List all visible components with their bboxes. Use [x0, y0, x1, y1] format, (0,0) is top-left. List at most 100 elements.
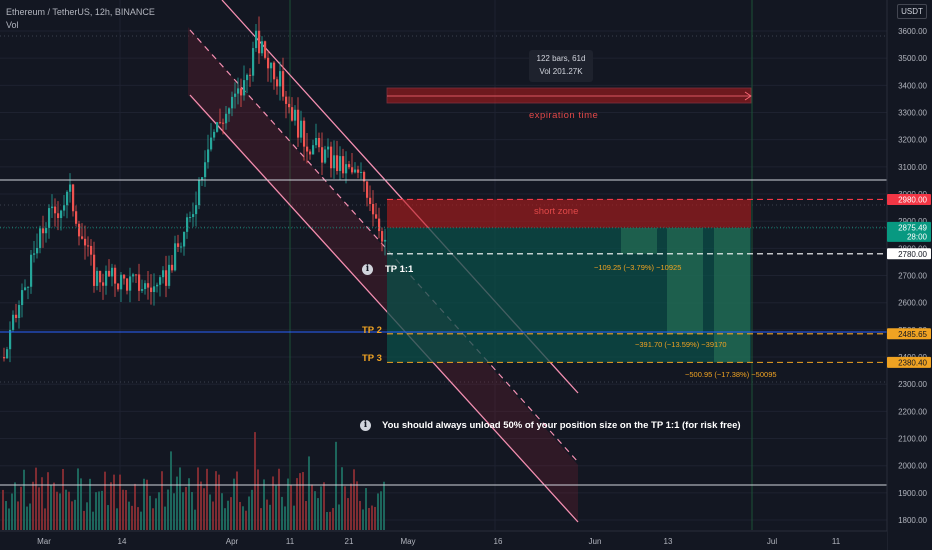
price-tick-label: 2000.00: [898, 462, 927, 471]
candle-body: [72, 184, 75, 212]
volume-bar: [371, 505, 373, 530]
volume-bar: [38, 487, 40, 530]
price-tick-label: 3200.00: [898, 136, 927, 145]
price-tick-label: 1800.00: [898, 516, 927, 525]
volume-bar: [308, 456, 310, 530]
time-tick-label: 11: [832, 537, 841, 546]
volume-bar: [317, 498, 319, 530]
volume-bar: [149, 495, 151, 530]
volume-bar: [86, 502, 88, 530]
candle-body: [294, 109, 297, 121]
candle-body: [24, 287, 27, 291]
candle-body: [297, 109, 300, 138]
candle-body: [333, 155, 336, 169]
price-axis-bg: [887, 0, 932, 550]
volume-bar: [275, 485, 277, 530]
candle-body: [6, 349, 9, 359]
volume-label[interactable]: Vol: [6, 20, 19, 30]
volume-bar: [380, 491, 382, 530]
tp1-label[interactable]: TP 1:1: [385, 264, 414, 275]
volume-bar: [107, 505, 109, 530]
volume-bar: [29, 503, 31, 530]
volume-bar: [332, 508, 334, 530]
volume-bar: [188, 478, 190, 530]
volume-bar: [92, 511, 94, 530]
channel-fill: [188, 27, 578, 522]
candle-body: [45, 227, 48, 234]
candle-body: [30, 254, 33, 287]
volume-bar: [266, 499, 268, 530]
volume-bar: [110, 482, 112, 530]
volume-bar: [182, 492, 184, 530]
volume-bar: [47, 472, 49, 530]
candle-body: [9, 329, 12, 350]
time-tick-label: Jul: [767, 537, 777, 546]
candle-body: [42, 228, 45, 234]
short-zone-label[interactable]: short zone: [534, 206, 579, 217]
candle-body: [183, 231, 186, 247]
price-tick-label: 2200.00: [898, 407, 927, 416]
volume-bar: [374, 506, 376, 530]
candle-body: [12, 314, 15, 330]
candle-body: [222, 122, 225, 124]
volume-bar: [314, 491, 316, 530]
volume-bar: [296, 478, 298, 530]
candle-body: [228, 108, 231, 114]
candle-body: [354, 169, 357, 173]
candle-body: [252, 48, 255, 76]
candle-body: [81, 236, 84, 239]
volume-bar: [20, 486, 22, 530]
candle-body: [216, 122, 219, 132]
volume-bar: [113, 474, 115, 530]
candle-body: [243, 80, 246, 96]
volume-bar: [242, 506, 244, 530]
info-icon[interactable]: i: [362, 264, 373, 275]
candle-body: [129, 276, 132, 291]
candle-body: [21, 290, 24, 306]
volume-bar: [41, 477, 43, 530]
candle-body: [15, 314, 18, 319]
tp3-label[interactable]: TP 3: [362, 353, 382, 364]
candle-body: [285, 96, 288, 104]
candle-body: [378, 218, 381, 232]
volume-bar: [164, 506, 166, 530]
candle-body: [234, 93, 237, 97]
volume-bar: [290, 484, 292, 530]
volume-bar: [44, 508, 46, 530]
candle-body: [282, 71, 285, 97]
candle-body: [246, 74, 249, 81]
candle-body: [210, 137, 213, 150]
measure-box: [714, 227, 750, 363]
volume-bar: [302, 472, 304, 530]
tp2-label[interactable]: TP 2: [362, 325, 382, 336]
volume-bar: [257, 469, 259, 530]
candle-body: [66, 191, 69, 206]
candle-body: [174, 243, 177, 271]
volume-bar: [278, 468, 280, 530]
candle-body: [69, 184, 72, 192]
volume-bar: [335, 441, 337, 530]
tp1-tag: [887, 248, 931, 260]
candle-body: [156, 284, 159, 287]
candle-body: [63, 205, 66, 211]
candle-body: [90, 245, 93, 255]
candle-body: [78, 223, 81, 237]
volume-bar: [116, 508, 118, 530]
expiration-time-label[interactable]: expiration time: [529, 110, 599, 121]
currency-selector[interactable]: USDT: [897, 4, 927, 19]
candle-body: [309, 151, 312, 155]
price-tick-label: 1900.00: [898, 489, 927, 498]
candle-body: [384, 239, 387, 242]
volume-bar: [353, 469, 355, 530]
candle-body: [312, 145, 315, 155]
volume-bar: [236, 471, 238, 530]
volume-bar: [254, 432, 256, 530]
measure-tooltip: 122 bars, 61d Vol 201.27K: [529, 50, 593, 82]
candle-body: [207, 149, 210, 163]
candle-body: [267, 57, 270, 69]
symbol-title[interactable]: Ethereum / TetherUS, 12h, BINANCE: [6, 7, 155, 17]
volume-bar: [311, 484, 313, 530]
time-tick-label: 21: [345, 537, 354, 546]
countdown-text: 28:00: [907, 232, 928, 241]
